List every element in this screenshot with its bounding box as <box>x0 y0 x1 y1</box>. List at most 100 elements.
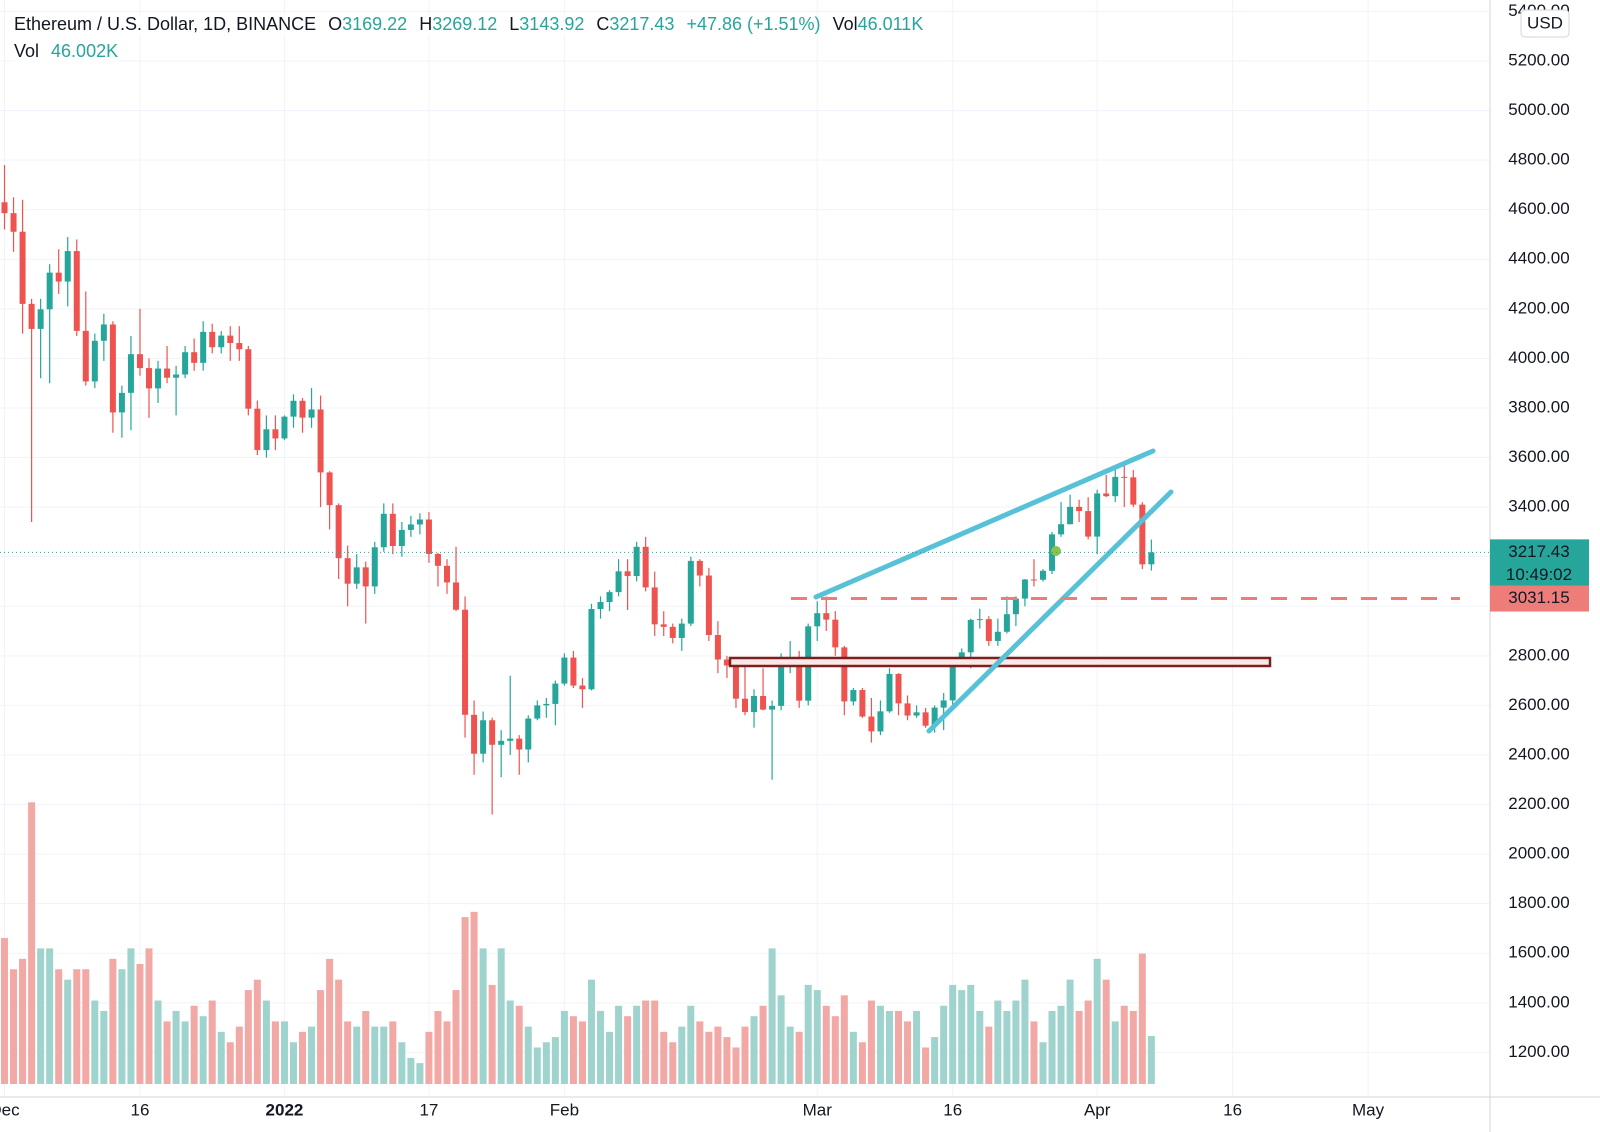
volume-bar <box>1012 1000 1020 1084</box>
volume-bar <box>1129 1010 1137 1084</box>
candle-body <box>850 690 857 702</box>
x-tick-label: 16 <box>1223 1100 1242 1119</box>
candle-body <box>191 352 198 363</box>
ohlc-label: C <box>596 14 610 34</box>
candle-body <box>552 683 559 704</box>
candle-body <box>290 400 297 417</box>
y-tick-label: 1400.00 <box>1508 992 1569 1011</box>
candles <box>1 165 1155 815</box>
candle-body <box>173 374 180 378</box>
volume-bar <box>1102 979 1110 1084</box>
volume-bar <box>100 1010 108 1084</box>
volume-bar <box>172 1010 180 1084</box>
candle-body <box>453 582 460 610</box>
volume-bar <box>876 1005 884 1084</box>
candle-body <box>109 324 116 413</box>
volume-bar <box>407 1057 415 1084</box>
y-tick-label: 4800.00 <box>1508 150 1569 169</box>
volume-bar <box>732 1047 740 1084</box>
ohlc: C3217.43 <box>596 14 674 35</box>
volume-label: Vol <box>832 14 858 34</box>
candle-body <box>760 695 767 710</box>
x-tick-label: May <box>1352 1100 1385 1119</box>
volume-bar <box>849 1031 857 1084</box>
ohlc-label: L <box>509 14 520 34</box>
candle-body <box>895 673 902 704</box>
candle-body <box>182 352 189 375</box>
volume-bar <box>1021 979 1029 1084</box>
currency-box[interactable] <box>1520 9 1570 38</box>
volume-bar <box>326 958 334 1084</box>
candle-body <box>308 409 315 418</box>
candle-body <box>832 619 839 648</box>
candle-body <box>444 565 450 583</box>
candle-body <box>281 416 288 439</box>
volume-bar <box>551 1037 559 1084</box>
candle-body <box>371 547 378 587</box>
volume-bar <box>443 1021 451 1084</box>
volume-bar <box>1 937 9 1084</box>
volume-bar <box>452 990 460 1084</box>
volume: Vol46.011K <box>833 14 924 35</box>
volume-bar <box>750 1016 758 1084</box>
time-axis-bg <box>0 1097 1600 1132</box>
currency-button[interactable]: USD <box>1520 9 1570 38</box>
volume-bar <box>271 1021 279 1084</box>
volume-bar <box>1111 1021 1119 1084</box>
volume-bar <box>10 969 18 1084</box>
candle-body <box>1040 570 1046 580</box>
volume-bar <box>208 1000 216 1084</box>
candle-body <box>769 705 776 710</box>
candle-body <box>299 400 306 418</box>
candle-body <box>1085 511 1092 537</box>
volume-bar <box>822 1005 830 1084</box>
grid <box>0 0 1490 1097</box>
volume-bar <box>181 1021 189 1084</box>
volume-bar <box>1084 1000 1092 1084</box>
volume-bar <box>91 1000 99 1084</box>
y-tick-label: 3600.00 <box>1508 447 1569 466</box>
candle-body <box>1 202 8 214</box>
volume-bar <box>606 1031 614 1084</box>
ohlc-value: 3217.43 <box>609 14 675 34</box>
candle-body <box>55 272 62 282</box>
y-tick-label: 1600.00 <box>1508 943 1569 962</box>
volume-bar <box>1093 958 1101 1084</box>
volume-bar <box>235 1026 243 1084</box>
candle-body <box>209 331 216 348</box>
candle-body <box>823 613 830 620</box>
volume-value: 46.011K <box>857 14 924 34</box>
candle-body <box>398 529 405 547</box>
volume-pane <box>1 802 1155 1084</box>
candle-body <box>778 660 785 706</box>
candle-body <box>606 592 613 603</box>
currency-label[interactable]: USD <box>1527 13 1563 32</box>
volume-bar <box>253 979 261 1084</box>
volume-bar <box>597 1010 605 1084</box>
volume-bar <box>136 964 144 1084</box>
candle-body <box>967 619 974 653</box>
candle-body <box>588 608 595 690</box>
y-tick-label: 2600.00 <box>1508 695 1569 714</box>
volume-bar <box>226 1042 234 1084</box>
volume-bar <box>335 979 343 1084</box>
volume-bar <box>217 1031 225 1084</box>
candle-body <box>236 343 243 350</box>
candle-body <box>994 631 1001 641</box>
candle-body <box>642 546 649 588</box>
candle-body <box>1058 524 1065 535</box>
candle-body <box>10 213 17 232</box>
volume-bar <box>985 1026 993 1084</box>
y-tick-label: 4600.00 <box>1508 199 1569 218</box>
candle-body <box>1076 506 1083 512</box>
volume-bar <box>497 948 505 1084</box>
volume-bar <box>28 802 36 1084</box>
volume-bar <box>1057 1005 1065 1084</box>
ohlc-value: 3169.22 <box>342 14 408 34</box>
price-line-box <box>1490 585 1589 612</box>
x-tick-label: Dec <box>0 1100 20 1119</box>
candle-body <box>742 698 748 713</box>
volume-bar <box>353 1026 361 1084</box>
